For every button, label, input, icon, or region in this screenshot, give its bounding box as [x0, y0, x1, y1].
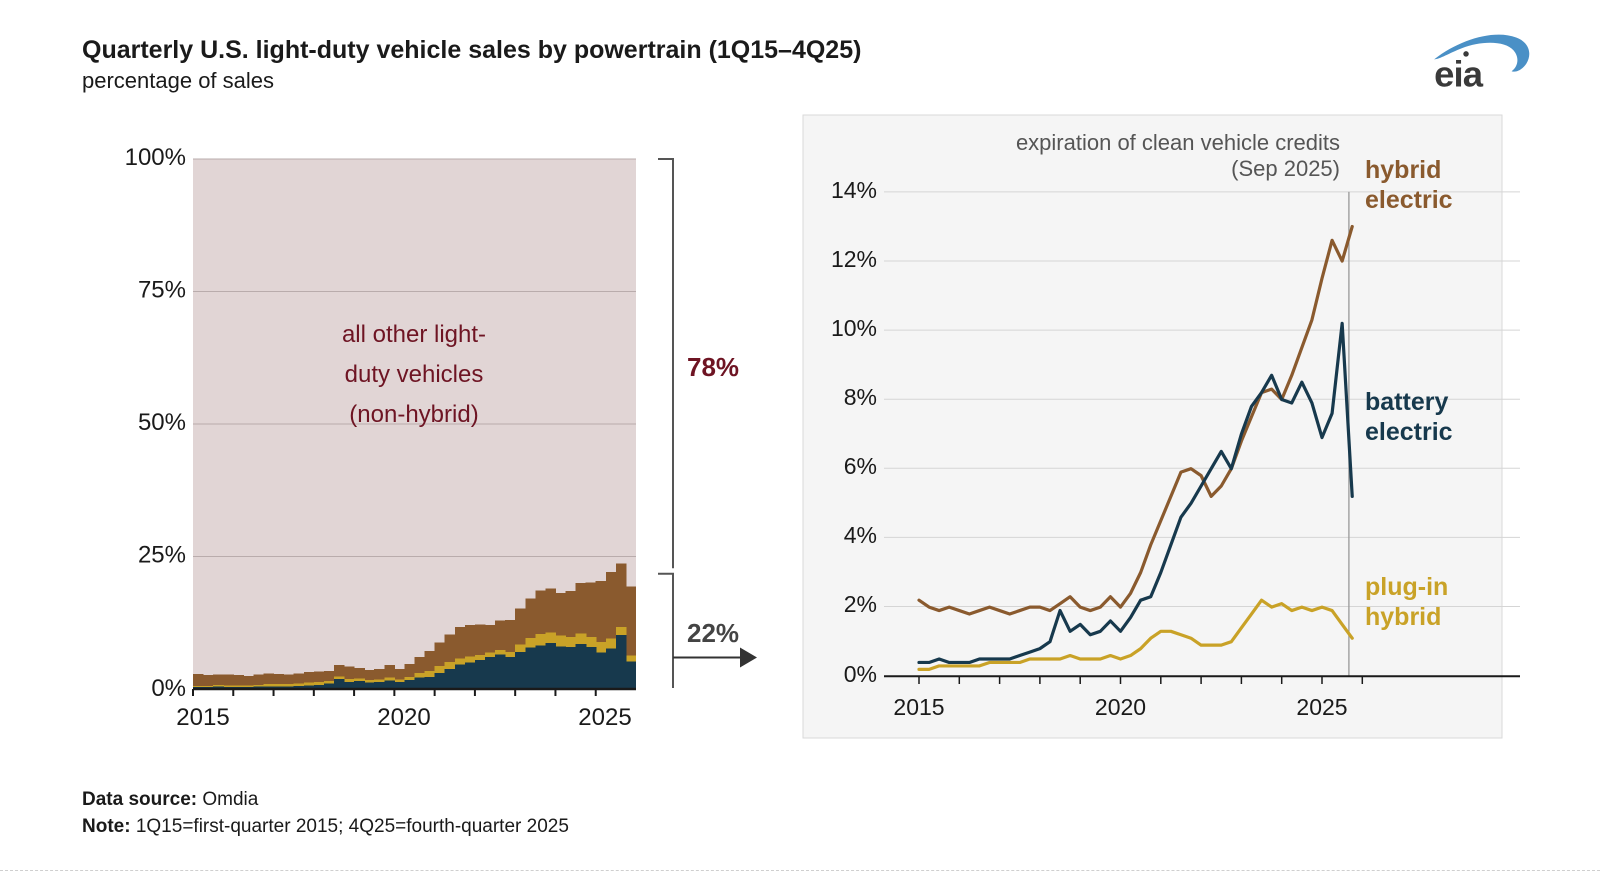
- svg-text:75%: 75%: [138, 277, 186, 304]
- svg-text:4%: 4%: [844, 522, 877, 548]
- svg-text:battery: battery: [1365, 388, 1448, 416]
- svg-text:2025: 2025: [1296, 694, 1347, 720]
- svg-text:electric: electric: [1365, 418, 1453, 446]
- svg-text:(Sep 2025): (Sep 2025): [1231, 156, 1340, 181]
- svg-text:8%: 8%: [844, 384, 877, 410]
- svg-text:78%: 78%: [687, 352, 739, 382]
- svg-text:2025: 2025: [578, 704, 631, 731]
- svg-text:50%: 50%: [138, 409, 186, 436]
- svg-text:0%: 0%: [151, 675, 186, 702]
- svg-text:hybrid: hybrid: [1365, 603, 1441, 631]
- svg-text:10%: 10%: [831, 315, 877, 341]
- svg-text:electric: electric: [1365, 186, 1453, 214]
- svg-text:duty vehicles: duty vehicles: [345, 361, 484, 388]
- svg-text:hybrid: hybrid: [1365, 156, 1441, 184]
- svg-text:2015: 2015: [176, 704, 229, 731]
- svg-text:2%: 2%: [844, 591, 877, 617]
- svg-text:22%: 22%: [687, 618, 739, 648]
- svg-text:6%: 6%: [844, 453, 877, 479]
- svg-text:25%: 25%: [138, 542, 186, 569]
- svg-text:14%: 14%: [831, 177, 877, 203]
- svg-text:2015: 2015: [893, 694, 944, 720]
- svg-text:2020: 2020: [377, 704, 430, 731]
- svg-text:all other light-: all other light-: [342, 321, 486, 348]
- svg-text:plug-in: plug-in: [1365, 573, 1448, 601]
- svg-text:12%: 12%: [831, 246, 877, 272]
- svg-text:0%: 0%: [844, 661, 877, 687]
- svg-text:2020: 2020: [1095, 694, 1146, 720]
- svg-text:(non-hybrid): (non-hybrid): [349, 401, 478, 428]
- svg-text:100%: 100%: [125, 144, 186, 171]
- svg-text:expiration of clean vehicle cr: expiration of clean vehicle credits: [1016, 130, 1340, 155]
- svg-text:eia: eia: [1434, 54, 1484, 94]
